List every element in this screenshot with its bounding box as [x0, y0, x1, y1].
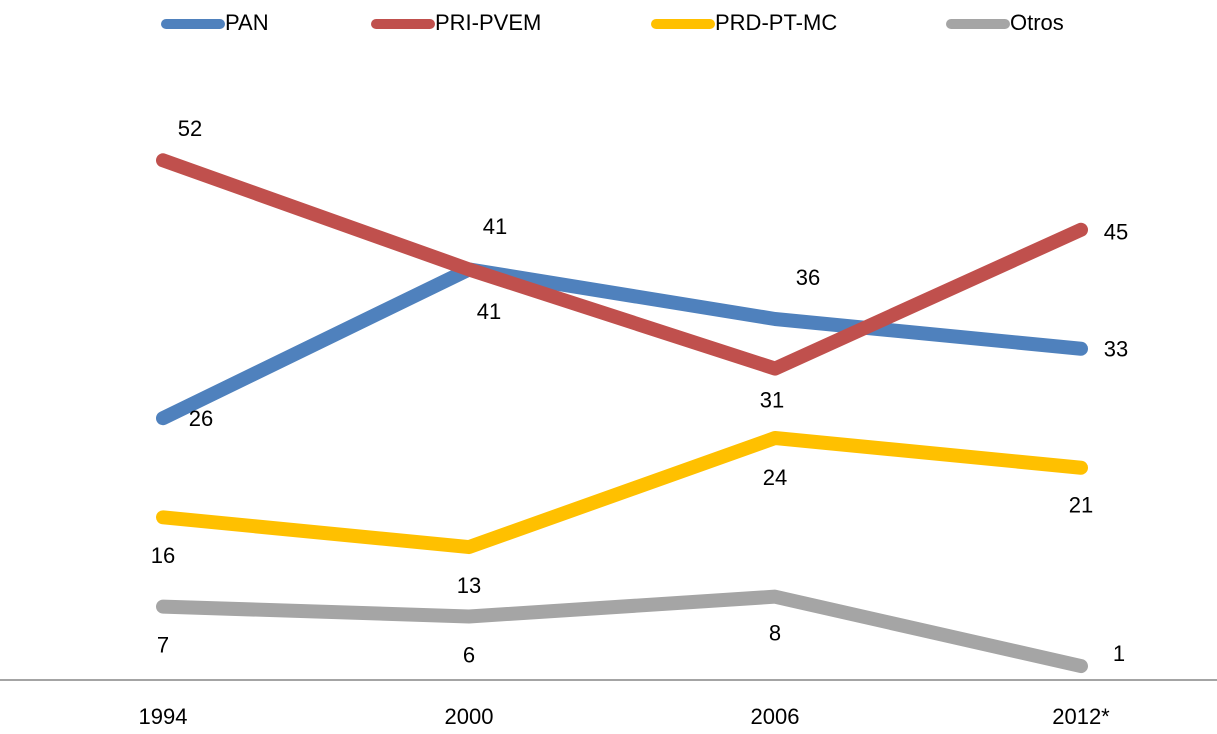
data-label: 31 [760, 387, 784, 412]
data-label: 41 [477, 299, 501, 324]
data-label: 13 [457, 573, 481, 598]
data-label: 26 [189, 406, 213, 431]
x-tick-label: 2000 [445, 704, 494, 729]
series-line [156, 589, 1088, 674]
data-label: 33 [1104, 337, 1128, 362]
data-label: 16 [151, 543, 175, 568]
legend-label: PRD-PT-MC [715, 10, 837, 35]
x-tick-label: 1994 [139, 704, 188, 729]
data-label: 52 [178, 116, 202, 141]
legend-label: PAN [225, 10, 269, 35]
data-label: 1 [1113, 641, 1125, 666]
data-label: 41 [483, 214, 507, 239]
x-tick-label: 2012* [1052, 704, 1110, 729]
x-tick-label: 2006 [751, 704, 800, 729]
data-label: 45 [1104, 220, 1128, 245]
data-label: 24 [763, 465, 787, 490]
series-line [156, 262, 1088, 426]
data-label: 8 [769, 620, 781, 645]
data-label: 36 [796, 265, 820, 290]
data-label: 6 [463, 642, 475, 667]
data-label: 7 [157, 632, 169, 657]
series-line [156, 431, 1088, 555]
legend-label: PRI-PVEM [435, 10, 541, 35]
series-line [156, 153, 1088, 376]
data-label: 21 [1069, 493, 1093, 518]
legend-label: Otros [1010, 10, 1064, 35]
